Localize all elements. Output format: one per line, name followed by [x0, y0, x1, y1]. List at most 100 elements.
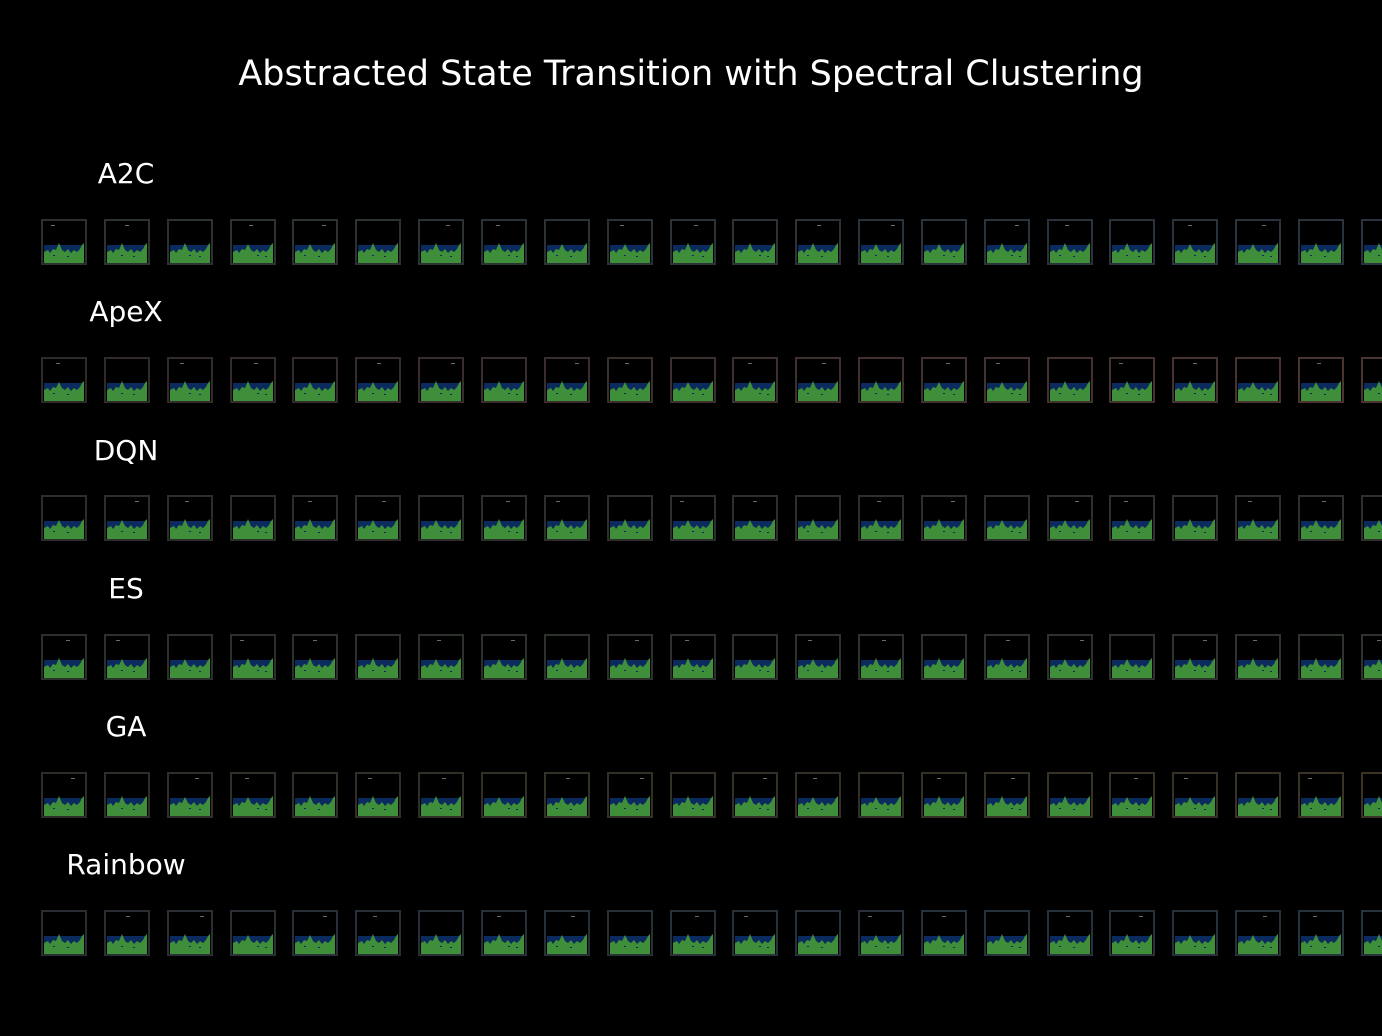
game-frame-icon	[1360, 357, 1382, 403]
game-frame-icon	[166, 634, 213, 680]
game-frame-icon	[103, 495, 150, 541]
game-frame-icon	[795, 634, 842, 680]
game-frame-icon	[543, 495, 590, 541]
game-frame-icon	[41, 495, 87, 541]
game-frame-icon	[920, 772, 967, 818]
game-frame-icon	[103, 219, 150, 265]
row-label-apex: ApeX	[89, 295, 163, 328]
game-frame-icon	[1360, 219, 1382, 265]
game-frame-icon	[606, 772, 653, 818]
game-frame-icon	[858, 772, 905, 818]
game-frame-icon	[983, 772, 1030, 818]
game-frame-icon	[292, 495, 339, 541]
game-frame-icon	[480, 219, 527, 265]
game-frame-icon	[1046, 357, 1093, 403]
game-frame-icon	[795, 910, 842, 956]
game-frame-icon	[292, 772, 339, 818]
game-frame-icon	[292, 910, 339, 956]
game-frame-icon	[983, 219, 1030, 265]
row-label-dqn: DQN	[93, 434, 159, 467]
game-frame-icon	[1046, 219, 1093, 265]
game-frame-icon	[229, 634, 276, 680]
game-frame-icon	[858, 219, 905, 265]
game-frame-icon	[1235, 357, 1282, 403]
game-frame-icon	[732, 772, 779, 818]
game-frame-icon	[103, 910, 150, 956]
game-frame-icon	[1298, 219, 1344, 265]
game-frame-icon	[480, 634, 527, 680]
game-frame-icon	[732, 495, 779, 541]
game-frame-icon	[1172, 772, 1219, 818]
row-label-a2c: A2C	[97, 157, 155, 190]
game-frame-icon	[1172, 634, 1219, 680]
game-frame-icon	[229, 219, 276, 265]
row-label-es: ES	[108, 572, 144, 605]
game-frame-icon	[1046, 772, 1093, 818]
frame-strip-a2c	[0, 219, 1382, 265]
game-frame-icon	[1109, 910, 1156, 956]
game-frame-icon	[606, 495, 653, 541]
game-frame-icon	[732, 357, 779, 403]
game-frame-icon	[732, 910, 779, 956]
game-frame-icon	[1298, 495, 1344, 541]
game-frame-icon	[355, 634, 402, 680]
game-frame-icon	[1109, 634, 1156, 680]
game-frame-icon	[41, 219, 87, 265]
game-frame-icon	[669, 910, 716, 956]
game-frame-icon	[1298, 772, 1344, 818]
game-frame-icon	[1109, 357, 1156, 403]
game-frame-icon	[606, 357, 653, 403]
game-frame-icon	[1046, 910, 1093, 956]
game-frame-icon	[1109, 219, 1156, 265]
game-frame-icon	[732, 219, 779, 265]
game-frame-icon	[292, 357, 339, 403]
game-frame-icon	[1360, 772, 1382, 818]
game-frame-icon	[103, 772, 150, 818]
row-label-rainbow: Rainbow	[66, 848, 186, 881]
game-frame-icon	[669, 495, 716, 541]
game-frame-icon	[355, 910, 402, 956]
game-frame-icon	[858, 910, 905, 956]
game-frame-icon	[669, 772, 716, 818]
game-frame-icon	[480, 910, 527, 956]
game-frame-icon	[166, 910, 213, 956]
game-frame-icon	[1298, 910, 1344, 956]
game-frame-icon	[1235, 634, 1282, 680]
game-frame-icon	[41, 357, 87, 403]
game-frame-icon	[418, 219, 465, 265]
game-frame-icon	[795, 219, 842, 265]
game-frame-icon	[795, 495, 842, 541]
frame-strip-ga	[0, 772, 1382, 818]
game-frame-icon	[41, 772, 87, 818]
game-frame-icon	[920, 219, 967, 265]
frame-strip-apex	[0, 357, 1382, 403]
game-frame-icon	[1109, 495, 1156, 541]
game-frame-icon	[1172, 910, 1219, 956]
game-frame-icon	[1298, 634, 1344, 680]
game-frame-icon	[166, 357, 213, 403]
game-frame-icon	[166, 495, 213, 541]
game-frame-icon	[1046, 634, 1093, 680]
game-frame-icon	[1172, 357, 1219, 403]
game-frame-icon	[606, 634, 653, 680]
game-frame-icon	[983, 910, 1030, 956]
game-frame-icon	[355, 495, 402, 541]
game-frame-icon	[858, 495, 905, 541]
game-frame-icon	[480, 357, 527, 403]
game-frame-icon	[418, 772, 465, 818]
game-frame-icon	[480, 772, 527, 818]
game-frame-icon	[103, 634, 150, 680]
game-frame-icon	[543, 634, 590, 680]
game-frame-icon	[669, 357, 716, 403]
game-frame-icon	[229, 772, 276, 818]
game-frame-icon	[669, 219, 716, 265]
game-frame-icon	[103, 357, 150, 403]
game-frame-icon	[1109, 772, 1156, 818]
game-frame-icon	[920, 634, 967, 680]
game-frame-icon	[1235, 910, 1282, 956]
game-frame-icon	[543, 219, 590, 265]
game-frame-icon	[732, 634, 779, 680]
game-frame-icon	[1235, 495, 1282, 541]
game-frame-icon	[1360, 495, 1382, 541]
frame-strip-rainbow	[0, 910, 1382, 956]
